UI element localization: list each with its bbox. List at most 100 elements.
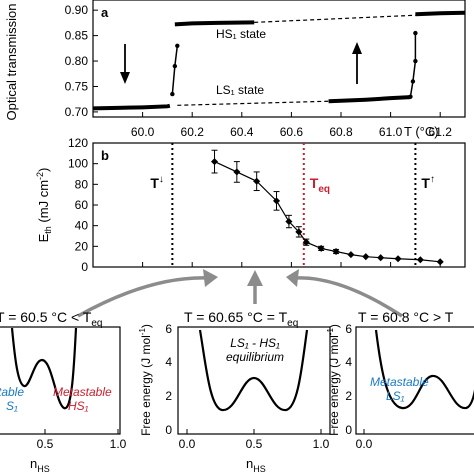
panel-a-transmission: a Optical transmission 0.700.750.800.850… <box>4 0 466 139</box>
threshold-point <box>394 255 402 263</box>
y-tick-label: 0.80 <box>65 54 89 68</box>
x-tick-label: 61.0 <box>379 125 403 139</box>
y-tick-label: 0.70 <box>65 105 89 119</box>
arrowhead-right-icon <box>286 269 299 287</box>
c2-ytick: 6 <box>165 322 172 336</box>
panel-a-x-ticks: 60.0 60.2 60.4 60.6 60.8 61.0 61.2 <box>131 112 452 139</box>
transmission-point <box>413 58 418 64</box>
c2-ytick: 4 <box>165 355 172 369</box>
transmission-point <box>175 43 180 48</box>
panel-c2-inset-line1: LS₁ - HS₁ <box>230 336 280 350</box>
threshold-point <box>302 238 310 246</box>
ls1-state-label: LS₁ state <box>216 83 264 97</box>
panel-a-letter: a <box>101 5 109 20</box>
x-tick-label: 61.2 <box>429 125 453 139</box>
transmission-point <box>172 63 178 69</box>
arrowhead-left-icon <box>203 269 218 287</box>
y-tick-label: 20 <box>75 239 89 253</box>
c2-ytick: 2 <box>165 389 172 403</box>
transmission-point <box>410 79 416 84</box>
arrowhead-middle-icon <box>247 270 263 286</box>
x-tick-label: 60.0 <box>131 125 155 139</box>
connector-arrow-right <box>295 276 403 318</box>
transmission-series-5 <box>415 10 466 17</box>
y-tick-label: 40 <box>75 219 89 233</box>
panel-a-y-ticks: 0.70 0.75 0.80 0.85 0.90 <box>65 3 98 119</box>
threshold-line <box>214 161 441 263</box>
vline-label-1: Teq <box>310 175 330 195</box>
y-tick-label: 120 <box>68 136 88 150</box>
c2-ytick: 0 <box>165 423 172 437</box>
y-tick-label: 60 <box>75 198 89 212</box>
y-tick-label: 0.75 <box>65 79 89 93</box>
y-tick-label: 0.90 <box>65 3 89 17</box>
panel-c3-free-energy: T = 60.8 °C > T Free energy (J mol-1) 0 … <box>326 309 474 451</box>
panel-c1-xtick-0: 0.5 <box>37 437 54 451</box>
hs1-state-label: HS₁ state <box>216 27 266 41</box>
dashed-connector-1 <box>177 100 329 106</box>
panel-c1-free-energy: T = 60.5 °C < Teq table S₁ Metastable HS… <box>0 309 127 474</box>
y-tick-label: 80 <box>75 177 89 191</box>
threshold-point <box>295 228 303 236</box>
panel-b-vlines: T↓ Teq T↑ <box>150 143 435 267</box>
panel-b-data <box>210 149 444 266</box>
panel-b-threshold: b Eth (mJ cm-2) 0 20 40 60 80 100 120 T↓ Teq T↑ <box>35 136 466 274</box>
y-tick-label: 0 <box>81 260 88 274</box>
threshold-point <box>233 168 241 176</box>
threshold-point <box>253 177 261 185</box>
panel-c3-label-metastable: Metastable <box>370 375 429 389</box>
down-arrow-icon <box>120 44 130 84</box>
threshold-point <box>416 256 424 264</box>
panel-a-data <box>92 10 466 111</box>
c3-ytick: 0 <box>345 423 352 437</box>
panel-c2-xtick-0: 0.0 <box>179 437 196 451</box>
panel-c1-xtick-1: 1.0 <box>110 437 127 451</box>
panel-c1-label-metastable: Metastable <box>53 385 112 399</box>
panel-c3-curve <box>374 329 474 410</box>
y-tick-label: 0.85 <box>65 29 89 43</box>
panel-c2-inset-line2: equilibrium <box>226 350 284 364</box>
transmission-series-4 <box>409 33 417 97</box>
c3-ytick: 6 <box>345 322 352 336</box>
threshold-point <box>317 244 325 252</box>
panel-c2-ylabel: Free energy (J mol-1) <box>138 324 153 436</box>
panel-c2-xtick-1: 0.5 <box>246 437 263 451</box>
panel-c2-title: T = 60.65 °C = Teq <box>184 309 298 329</box>
threshold-point <box>210 158 219 166</box>
panel-a-frame <box>92 0 466 118</box>
threshold-point <box>362 253 370 261</box>
panel-b-y-ticks: 0 20 40 60 80 100 120 <box>68 136 441 274</box>
vline-label-2: T↑ <box>421 174 435 191</box>
panel-c1-xlabel: nHS <box>30 456 50 474</box>
x-tick-label: 60.6 <box>280 125 304 139</box>
panel-c3-title: T = 60.8 °C > T <box>358 309 454 325</box>
connector-arrow-left <box>77 276 209 318</box>
x-tick-label: 60.2 <box>181 125 205 139</box>
panel-c1-label-s1: S₁ <box>6 399 18 413</box>
c3-ytick: 4 <box>345 355 352 369</box>
x-tick-label: 60.4 <box>230 125 254 139</box>
panel-c3-ylabel: Free energy (J mol-1) <box>326 324 341 436</box>
panel-c2-xtick-2: 1.0 <box>313 437 330 451</box>
transmission-point <box>413 30 418 36</box>
panel-c3-xtick-0: 0.0 <box>356 437 373 451</box>
x-tick-label: 60.8 <box>329 125 353 139</box>
panel-c2-y-ticks: 0 2 4 6 <box>165 322 172 437</box>
panel-c3-label-ls1: LS₁ <box>386 389 405 403</box>
panel-c3-frame <box>355 326 474 435</box>
panel-c1-label-hs1: HS₁ <box>68 399 89 413</box>
panel-c1-frame <box>0 326 121 435</box>
threshold-point <box>272 197 281 205</box>
threshold-point <box>285 217 293 226</box>
panel-c2-curve <box>198 329 309 412</box>
panel-c1-curve <box>10 327 78 410</box>
c3-ytick: 2 <box>345 389 352 403</box>
panel-c2-xlabel: nHS <box>246 456 266 474</box>
transmission-series-2 <box>174 20 255 27</box>
dashed-connector-0 <box>254 14 416 23</box>
panel-c1-label-table: table <box>0 385 24 399</box>
panel-c2-free-energy: T = 60.65 °C = Teq Free energy (J mol-1)… <box>138 309 331 474</box>
panel-c3-y-ticks: 0 2 4 6 <box>345 322 352 437</box>
panel-b-letter: b <box>101 148 109 163</box>
